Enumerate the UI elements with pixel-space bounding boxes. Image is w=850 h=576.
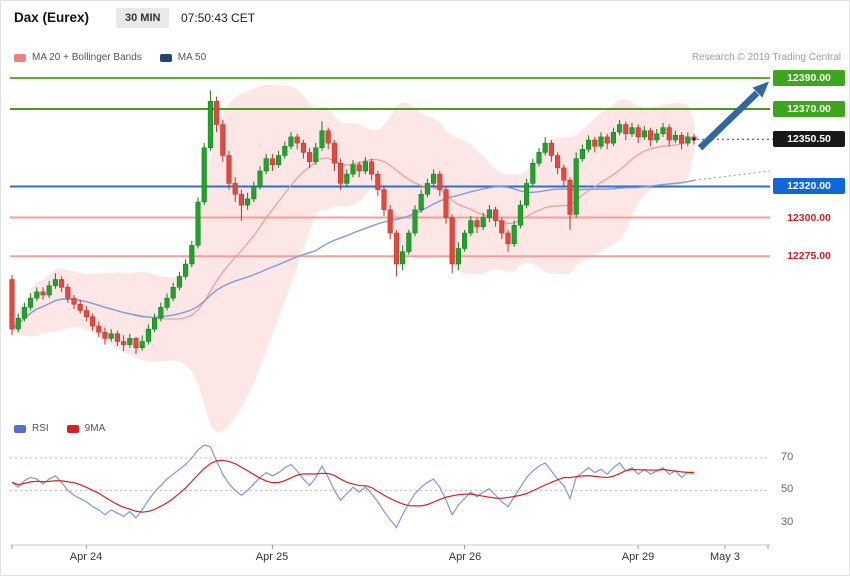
bollinger-band: [12, 84, 694, 433]
research-credit: Research © 2019 Trading Central: [691, 52, 841, 63]
rsi-line: [11, 444, 695, 529]
trend-arrow: [697, 90, 760, 151]
main-legend: MA 20 + Bollinger Bands MA 50: [14, 52, 206, 63]
ma20-legend-swatch-icon: [14, 53, 26, 62]
trend-arrow-head-icon: [752, 81, 769, 98]
price-label-resistance-1: 12390.00: [773, 70, 845, 86]
price-label-pivot-2: 12275.00: [787, 250, 831, 262]
ma50-legend-label: MA 50: [177, 52, 207, 63]
rsi-9ma-line: [11, 459, 694, 513]
x-tick-apr24: Apr 24: [69, 551, 103, 563]
x-tick-apr26: Apr 26: [448, 551, 482, 563]
ma50-projection: [693, 170, 771, 181]
rsi-tick-50: 50: [781, 483, 794, 495]
rsi-legend-label: RSI: [32, 423, 49, 434]
price-label-last-price: 12350.50: [773, 131, 845, 147]
rsi-tick-30: 30: [781, 516, 794, 528]
x-tick-apr25: Apr 25: [255, 551, 289, 563]
rsi-ma-legend-label: 9MA: [84, 423, 106, 434]
interval-chip[interactable]: 30 MIN: [116, 8, 170, 28]
price-label-support: 12320.00: [773, 178, 845, 194]
clock-time: 07:50:43 CET: [181, 11, 256, 25]
last-price-dot: [692, 137, 696, 141]
rsi-tick-70: 70: [781, 451, 794, 463]
rsi-ma-legend-swatch-icon: [66, 424, 79, 433]
x-tick-may3: May 3: [710, 551, 740, 563]
ma20-legend-label: MA 20 + Bollinger Bands: [32, 52, 142, 63]
x-tick-apr29: Apr 29: [621, 551, 655, 563]
price-label-resistance-2: 12370.00: [773, 101, 845, 117]
ma50-legend-swatch-icon: [159, 53, 172, 62]
rsi-legend: RSI 9MA: [14, 423, 105, 434]
symbol-title: Dax (Eurex): [14, 10, 90, 25]
rsi-legend-swatch-icon: [14, 424, 26, 433]
price-label-pivot-1: 12300.00: [787, 212, 831, 224]
ma50-line: [11, 179, 695, 330]
candles-group: [9, 90, 697, 354]
